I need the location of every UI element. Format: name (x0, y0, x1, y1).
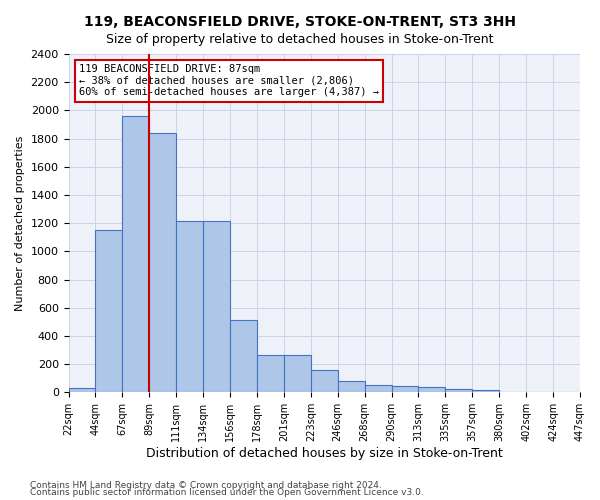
Bar (284, 355, 311, 393)
Bar (176, 221, 203, 392)
X-axis label: Distribution of detached houses by size in Stoke-on-Trent: Distribution of detached houses by size … (146, 447, 503, 460)
Bar (338, 381, 365, 392)
Text: 119, BEACONSFIELD DRIVE, STOKE-ON-TRENT, ST3 3HH: 119, BEACONSFIELD DRIVE, STOKE-ON-TRENT,… (84, 15, 516, 29)
Bar (203, 221, 230, 392)
Text: Contains HM Land Registry data © Crown copyright and database right 2024.: Contains HM Land Registry data © Crown c… (30, 480, 382, 490)
Bar (311, 370, 338, 392)
Bar (392, 386, 418, 392)
Bar (95, 230, 122, 392)
Bar (122, 116, 149, 392)
Bar (149, 133, 176, 392)
Text: 119 BEACONSFIELD DRIVE: 87sqm
← 38% of detached houses are smaller (2,806)
60% o: 119 BEACONSFIELD DRIVE: 87sqm ← 38% of d… (79, 64, 379, 98)
Bar (230, 320, 257, 392)
Text: Size of property relative to detached houses in Stoke-on-Trent: Size of property relative to detached ho… (106, 32, 494, 46)
Bar (68, 388, 95, 392)
Bar (445, 389, 472, 392)
Y-axis label: Number of detached properties: Number of detached properties (15, 136, 25, 311)
Bar (472, 390, 499, 392)
Bar (365, 386, 392, 392)
Bar (257, 355, 284, 393)
Text: Contains public sector information licensed under the Open Government Licence v3: Contains public sector information licen… (30, 488, 424, 497)
Bar (418, 386, 445, 392)
